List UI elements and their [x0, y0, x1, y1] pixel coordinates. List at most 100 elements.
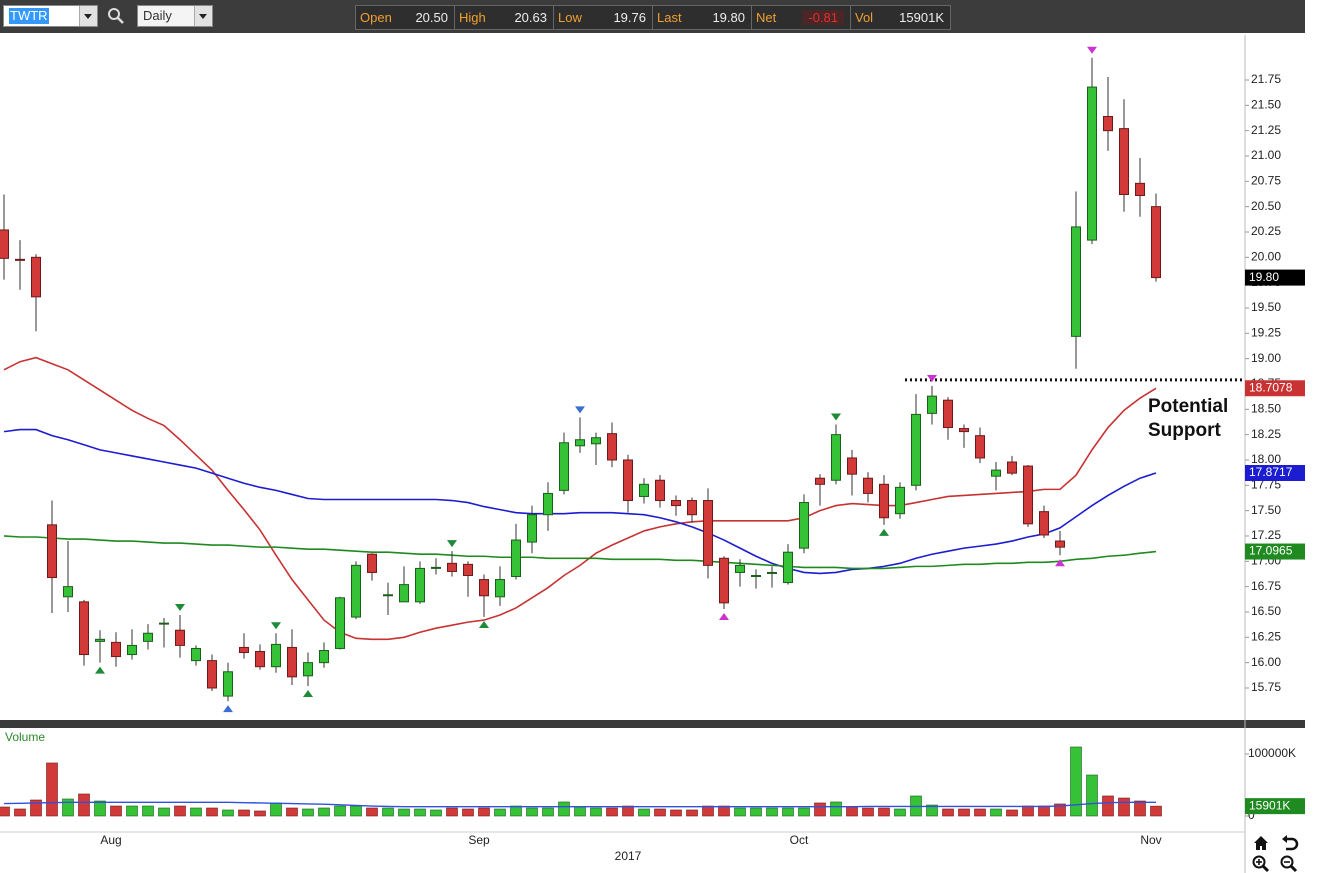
low-marker: [303, 689, 313, 697]
candle-body: [159, 622, 169, 625]
volume-bar: [926, 804, 938, 817]
candle-body: [1023, 465, 1033, 525]
volume-bar: [398, 808, 410, 817]
candle-body: [463, 563, 473, 577]
volume-bar: [766, 807, 778, 817]
volume-bar: [414, 808, 426, 817]
candle-body: [31, 256, 41, 298]
volume-bar: [830, 801, 842, 817]
volume-bar: [782, 807, 794, 817]
candle-body: [127, 644, 137, 656]
candle-body: [943, 399, 953, 429]
candle-body: [863, 477, 873, 494]
y-tick-label: 16.75: [1251, 579, 1281, 593]
volume-bar: [142, 805, 154, 817]
quote-label: High: [459, 10, 486, 25]
symbol-input[interactable]: TWTR: [3, 5, 98, 27]
quote-value: 19.80: [712, 10, 745, 25]
low-marker: [879, 528, 889, 536]
candle-body: [911, 413, 921, 486]
quote-cell: Open 20.50: [356, 6, 455, 29]
volume-bar: [494, 808, 506, 817]
candle-body: [543, 492, 553, 516]
volume-bar: [846, 806, 858, 817]
high-marker: [575, 406, 585, 414]
home-button[interactable]: [1254, 836, 1268, 850]
volume-bar: [78, 793, 90, 817]
low-marker: [479, 621, 489, 629]
zoom-out-button[interactable]: [1280, 855, 1298, 873]
axis-badge-label: 17.0965: [1249, 544, 1293, 558]
undo-button[interactable]: [1282, 835, 1299, 851]
quote-cell: High 20.63: [455, 6, 554, 29]
volume-bar: [526, 807, 538, 817]
quote-label: Net: [756, 10, 777, 25]
volume-bar: [654, 808, 666, 817]
volume-bar: [286, 807, 298, 817]
candle-body: [1103, 115, 1113, 132]
candle-body: [687, 500, 697, 516]
candle-body: [767, 571, 777, 574]
candle-body: [895, 486, 905, 515]
low-marker: [95, 666, 105, 674]
interval-dropdown[interactable]: [194, 6, 212, 26]
volume-bar: [942, 808, 954, 817]
quote-label: Last: [657, 10, 682, 25]
axis-badge-label: 15901K: [1249, 798, 1290, 812]
volume-bar: [366, 807, 378, 817]
candle-body: [367, 553, 377, 573]
candle-body: [479, 579, 489, 597]
volume-bar: [1134, 800, 1146, 817]
low-marker: [223, 705, 233, 713]
candle-body: [783, 551, 793, 584]
quote-value: 15901K: [899, 10, 944, 25]
volume-bar: [542, 807, 554, 817]
axis-badge: [1245, 543, 1305, 560]
x-year-label: 2017: [615, 849, 642, 863]
volume-bar: [1150, 805, 1162, 817]
y-tick-label: 0: [1248, 808, 1255, 822]
candle-body: [815, 477, 825, 485]
moving-average: [3, 356, 1157, 641]
volume-bar: [158, 807, 170, 817]
volume-bar: [0, 806, 10, 817]
high-marker: [271, 622, 281, 630]
candle-body: [575, 439, 585, 447]
quote-strip: Open 20.50 High 20.63 Low 19.76 Last 19.80 Net -0…: [355, 5, 951, 30]
y-tick-label: 18.00: [1251, 452, 1281, 466]
candle-body: [879, 483, 889, 519]
volume-bar: [46, 762, 58, 817]
volume-bar: [702, 805, 714, 817]
volume-bar: [238, 809, 250, 817]
y-tick-label: 16.00: [1251, 655, 1281, 669]
candle-body: [47, 524, 57, 579]
volume-bar: [894, 808, 906, 817]
axis-badge: [1245, 464, 1305, 481]
candle-body: [239, 646, 249, 654]
y-tick-label: 15.75: [1251, 680, 1281, 694]
symbol-dropdown[interactable]: [79, 6, 97, 26]
volume-bar: [814, 802, 826, 817]
zoom-in-button[interactable]: [1252, 855, 1270, 873]
candle-body: [559, 442, 569, 491]
y-tick-label: 16.50: [1251, 604, 1281, 618]
volume-bar: [798, 807, 810, 817]
candle-body: [1039, 511, 1049, 536]
quote-value: 20.63: [514, 10, 547, 25]
axis-badge: [1245, 269, 1305, 286]
candle-body: [399, 584, 409, 603]
high-marker: [175, 604, 185, 612]
symbol-text: TWTR: [9, 8, 49, 24]
candle-body: [671, 500, 681, 507]
quote-label: Low: [558, 10, 582, 25]
volume-bar: [974, 808, 986, 817]
candle-body: [111, 641, 121, 658]
quote-value: -0.81: [802, 10, 844, 25]
interval-select[interactable]: Daily: [137, 5, 213, 27]
search-button[interactable]: [107, 7, 125, 25]
toolbar: TWTR Daily Open 20.50 High 20.63 Low 19.76 Las…: [0, 0, 1305, 33]
candle-body: [1151, 206, 1161, 279]
volume-bar: [302, 808, 314, 817]
low-marker: [1055, 559, 1065, 567]
volume-bar: [1118, 797, 1130, 817]
